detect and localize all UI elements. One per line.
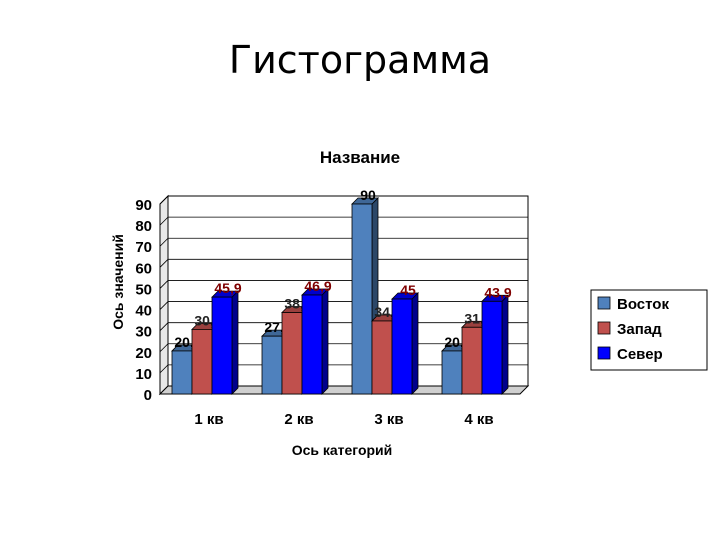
bar-side: [231, 290, 239, 395]
y-tick-label: 30: [135, 324, 152, 341]
side-wall: [159, 194, 169, 396]
data-label: 43,9: [484, 284, 511, 300]
bar: [171, 350, 193, 395]
gridline: [159, 216, 528, 226]
x-tick-label: 2 кв: [284, 411, 313, 428]
gridline: [159, 258, 528, 268]
y-axis-title: Ось значений: [110, 234, 126, 330]
y-tick-label: 90: [135, 197, 152, 214]
legend: Восток Запад Север: [590, 289, 708, 371]
y-tick-label: 80: [135, 218, 152, 235]
bar: [281, 312, 303, 395]
y-tick-label: 50: [135, 281, 152, 298]
x-tick-label: 4 кв: [464, 411, 493, 428]
y-tick-label: 60: [135, 260, 152, 277]
bar-side: [321, 288, 329, 395]
bar: [191, 328, 213, 395]
data-label: 45: [400, 282, 416, 298]
bar: [301, 294, 323, 395]
x-tick-label: 1 кв: [194, 411, 223, 428]
bar: [351, 203, 373, 395]
gridline: [159, 237, 528, 247]
bar: [371, 320, 393, 395]
legend-label: Север: [617, 346, 663, 363]
y-tick-label: 40: [135, 303, 152, 320]
gridline: [159, 280, 528, 289]
bar: [261, 335, 283, 395]
bar-side: [501, 294, 509, 395]
bar: [441, 350, 463, 395]
bar: [481, 300, 503, 395]
y-tick-label: 10: [135, 366, 152, 383]
slide-title: Гистограмма: [228, 38, 492, 82]
legend-label: Восток: [617, 296, 669, 313]
gridline: [159, 195, 528, 205]
bar: [391, 298, 413, 395]
legend-swatch: [597, 296, 611, 310]
bar: [211, 296, 233, 395]
legend-swatch: [597, 321, 611, 335]
x-axis-title: Ось категорий: [292, 442, 393, 458]
data-label: 45,9: [214, 280, 241, 296]
bar-side: [411, 292, 419, 395]
legend-swatch: [597, 346, 611, 360]
bar: [461, 326, 483, 395]
data-label: 90: [360, 187, 376, 203]
legend-label: Запад: [617, 321, 662, 338]
y-tick-label: 0: [144, 387, 152, 404]
data-label: 46,9: [304, 278, 331, 294]
chart-title: Название: [320, 148, 400, 167]
y-tick-label: 70: [135, 239, 152, 256]
x-tick-label: 3 кв: [374, 411, 403, 428]
y-tick-label: 20: [135, 345, 152, 362]
